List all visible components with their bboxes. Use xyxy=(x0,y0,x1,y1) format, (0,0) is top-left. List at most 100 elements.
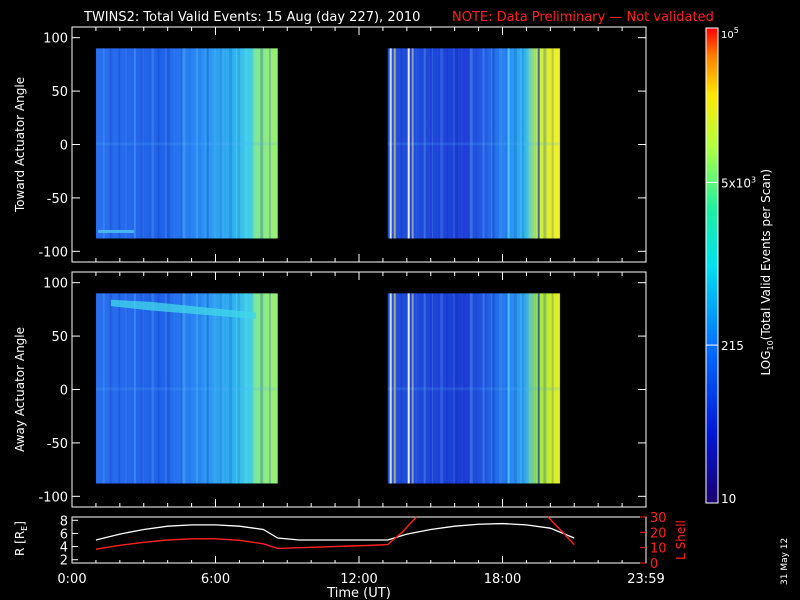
data-stripe xyxy=(237,48,240,239)
data-stripe xyxy=(196,293,199,484)
data-stripe xyxy=(558,293,562,484)
zero-band xyxy=(387,387,560,391)
data-stripe xyxy=(275,293,279,484)
data-stripe xyxy=(182,48,186,239)
data-stripe xyxy=(222,48,225,239)
data-stripe xyxy=(423,293,426,484)
data-stripe xyxy=(253,293,256,484)
data-stripe xyxy=(251,48,253,239)
data-stripe xyxy=(204,293,206,484)
data-stripe xyxy=(158,293,160,484)
xtick-label: 6:00 xyxy=(201,572,230,587)
y-axis-label: Away Actuator Angle xyxy=(13,327,27,452)
xtick-label: 18:00 xyxy=(484,572,521,587)
data-stripe xyxy=(165,48,168,239)
data-stripe xyxy=(520,293,522,484)
data-stripe xyxy=(149,48,152,239)
data-stripe xyxy=(505,293,507,484)
y-right-label: L Shell xyxy=(674,520,688,560)
colorbar-tick-base: 5x10 xyxy=(721,176,751,190)
data-stripe xyxy=(268,293,271,484)
data-stripe xyxy=(400,293,404,484)
data-stripe xyxy=(454,293,458,484)
lshell-series-line xyxy=(95,516,417,550)
data-stripe xyxy=(189,48,191,239)
data-spike xyxy=(393,293,396,484)
data-stripe xyxy=(461,293,463,484)
data-stripe xyxy=(387,293,389,484)
data-stripe xyxy=(545,48,547,239)
data-stripe xyxy=(423,48,426,239)
data-stripe xyxy=(197,48,201,239)
data-stripe xyxy=(408,48,411,239)
data-stripe xyxy=(204,48,206,239)
data-stripe xyxy=(551,293,554,484)
zero-band xyxy=(95,387,278,391)
data-stripe xyxy=(118,48,121,239)
data-stripe xyxy=(118,293,121,484)
data-stripe xyxy=(109,48,113,239)
zero-band xyxy=(387,142,560,146)
edge-strip xyxy=(97,229,134,233)
data-stripe xyxy=(440,48,444,239)
data-stripe xyxy=(453,48,456,239)
y-axis-label: Toward Actuator Angle xyxy=(13,77,27,213)
chart-title: TWINS2: Total Valid Events: 15 Aug (day … xyxy=(83,10,420,25)
data-spike xyxy=(411,48,414,239)
data-stripe xyxy=(244,293,248,484)
data-spike xyxy=(537,293,540,484)
data-stripe xyxy=(95,293,97,484)
data-stripe xyxy=(111,293,113,484)
data-stripe xyxy=(484,48,488,239)
ytick-label: -50 xyxy=(47,192,68,207)
data-stripe xyxy=(189,293,191,484)
ytick-label: 50 xyxy=(51,330,68,345)
colorbar-tick-label: 215 xyxy=(721,339,744,353)
data-spike xyxy=(407,48,410,239)
ytick-right-label: 20 xyxy=(650,526,667,541)
ytick-label: -100 xyxy=(38,490,68,505)
lshell-series-line xyxy=(547,516,575,546)
data-stripe xyxy=(453,293,456,484)
ytick-label: 100 xyxy=(43,277,68,292)
ytick-left-label: 2 xyxy=(60,554,68,569)
ytick-label: 0 xyxy=(60,139,68,154)
data-stripe xyxy=(528,293,532,484)
data-stripe xyxy=(125,293,129,484)
data-stripe xyxy=(180,293,183,484)
data-stripe xyxy=(180,48,183,239)
data-stripe xyxy=(535,293,537,484)
data-stripe xyxy=(417,48,419,239)
data-stripe xyxy=(173,293,175,484)
ytick-label: -100 xyxy=(38,245,68,260)
data-stripe xyxy=(142,293,144,484)
colorbar-label: LOG10(Total Valid Events per Scan) xyxy=(759,169,775,376)
data-spike xyxy=(411,293,414,484)
data-stripe xyxy=(133,293,136,484)
data-stripe xyxy=(220,293,222,484)
y-left-label-main: R [R xyxy=(13,531,27,556)
data-stripe xyxy=(513,293,517,484)
data-stripe xyxy=(133,48,136,239)
data-stripe xyxy=(499,293,503,484)
away-panel: 100 50 0 -50 -100 Away Actuator Angle xyxy=(13,271,647,508)
colorbar-tick-exp: 5 xyxy=(734,26,739,35)
data-stripe xyxy=(222,293,225,484)
data-stripe xyxy=(430,293,434,484)
data-stripe xyxy=(513,48,517,239)
data-stripe xyxy=(492,48,495,239)
data-stripe xyxy=(235,293,237,484)
colorbar-tick-base: 10 xyxy=(721,30,734,41)
data-stripe xyxy=(454,48,458,239)
data-stripe xyxy=(229,293,233,484)
data-block xyxy=(387,293,560,484)
data-stripe xyxy=(127,293,129,484)
data-stripe xyxy=(461,48,463,239)
xtick-label: 23:59 xyxy=(627,572,664,587)
data-stripe xyxy=(440,293,444,484)
data-stripe xyxy=(467,293,470,484)
data-stripe xyxy=(251,293,253,484)
data-stripe xyxy=(158,48,160,239)
